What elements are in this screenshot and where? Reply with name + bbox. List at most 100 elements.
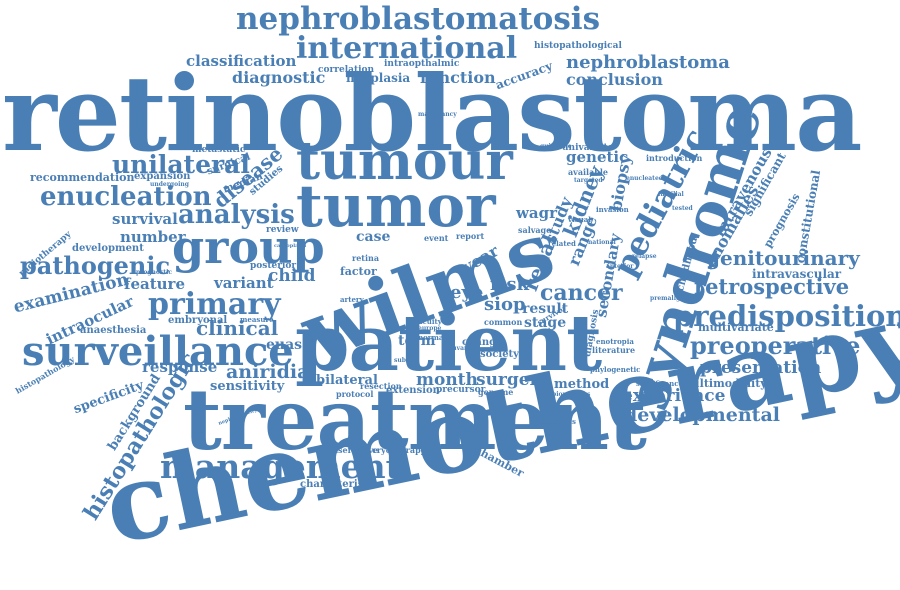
word-salvage: salvage <box>518 225 552 235</box>
word-society: society <box>480 349 519 360</box>
word-multivariate: multivariate <box>698 321 774 334</box>
word-predisposition: predisposition <box>673 299 900 333</box>
word-embryonal: embryonal <box>168 315 228 326</box>
word-extension: extension <box>386 385 440 396</box>
word-experience: experience <box>622 386 726 406</box>
word-wagr: wagr <box>516 204 558 222</box>
word-management: management <box>160 447 401 486</box>
word-sensitivity: sensitivity <box>210 379 285 394</box>
word-anterior: anterior <box>606 263 634 270</box>
word-enotropia: enotropia <box>596 337 634 346</box>
word-feature: feature <box>124 275 185 293</box>
word-conclusion: conclusion <box>566 70 663 89</box>
word-neoplasia: neoplasia <box>346 71 411 85</box>
word-visual: visual <box>568 215 591 224</box>
word-significance: significance <box>636 379 683 388</box>
word-correlation: correlation <box>318 65 375 75</box>
word-method: method <box>554 377 610 392</box>
word-variant: variant <box>214 274 274 292</box>
word-univariate: univariate <box>562 143 614 153</box>
word-conservative: conservative <box>322 445 379 455</box>
word-case: case <box>356 229 391 245</box>
word-clinical: clinical <box>196 316 279 340</box>
word-related: related <box>548 239 576 248</box>
word-result: result <box>522 301 569 317</box>
word-euas: euas <box>266 337 303 353</box>
word-europe: europe <box>418 325 442 332</box>
word-genetic: genetic <box>566 148 629 166</box>
word-undergoing: undergoing <box>150 181 189 188</box>
word-relapse: relapse <box>632 253 657 260</box>
word-group: group <box>172 220 325 274</box>
word-event: event <box>424 233 449 243</box>
word-precursor: precursor <box>436 385 486 395</box>
word-nephroblastomatosis: nephroblastomatosis <box>236 1 601 37</box>
word-bilateral: bilateral <box>316 373 378 388</box>
word-factor: factor <box>340 265 377 278</box>
word-response: response <box>142 358 218 376</box>
word-adjuvant: adjuvant <box>442 345 472 352</box>
word-expansion: expansion <box>134 171 191 182</box>
word-multimodality: multimodality <box>680 377 767 390</box>
word-retrospective: retrospective <box>694 274 850 299</box>
word-acuity: acuity <box>418 317 442 326</box>
word-tested: tested <box>672 205 693 212</box>
word-familial: familial <box>658 191 684 198</box>
word-genome: genome <box>478 387 514 397</box>
word-treatment: treatment <box>183 370 647 469</box>
word-presentation: presentation <box>700 358 822 378</box>
word-phylogenetic: phylogenetic <box>590 365 641 374</box>
word-month: month <box>416 370 478 390</box>
word-analysis: analysis <box>178 200 295 230</box>
word-term: term <box>398 333 436 349</box>
word-pathogenic: pathogenic <box>20 251 171 280</box>
word-genitourinary: genitourinary <box>706 246 860 270</box>
word-nephroblastoma: nephroblastoma <box>566 52 730 73</box>
word-subset: subset <box>394 357 416 364</box>
word-developmental: developmental <box>624 404 780 426</box>
word-tumor: tumor <box>296 172 496 240</box>
word-number: number <box>120 228 186 246</box>
word-prognostic: prognostic <box>136 269 172 276</box>
word-siop: siop <box>484 294 526 315</box>
word-function: function <box>420 68 496 87</box>
word-measure: measure <box>240 315 274 324</box>
word-surgery: surgery <box>476 370 549 390</box>
word-eye: eye <box>450 282 484 303</box>
word-premalignant: premalignant <box>650 295 696 302</box>
word-guideline: guideline <box>540 143 572 150</box>
word-survival: survival <box>112 210 178 228</box>
word-international: international <box>296 31 518 66</box>
word-available: available <box>568 167 608 177</box>
word-cancer: cancer <box>540 280 623 306</box>
word-child: child <box>268 266 316 286</box>
word-targeted: targeted <box>574 177 603 184</box>
word-review: review <box>266 225 299 235</box>
word-intraopthalmic: intraopthalmic <box>384 59 460 69</box>
word-recommendation: recommendation <box>30 171 135 184</box>
word-malignancy: malignancy <box>418 111 457 118</box>
word-stage: stage <box>524 315 567 331</box>
word-artery: artery <box>340 295 364 304</box>
word-literature: literature <box>592 345 636 355</box>
word-normal: normal <box>418 333 447 342</box>
word-enucleated: enucleated <box>626 175 663 182</box>
word-metastasis: metastasis <box>534 417 576 426</box>
word-unilateral: unilateral <box>112 150 250 179</box>
word-anaesthesia: anaesthesia <box>80 325 147 336</box>
word-report: report <box>456 231 485 241</box>
word-retina: retina <box>352 253 380 263</box>
word-intravascular: intravascular <box>752 267 842 281</box>
word-carboplatin: carboplatin <box>274 243 307 249</box>
word-invasion: invasion <box>596 205 629 214</box>
word-classification: classification <box>186 52 297 70</box>
word-primary: primary <box>148 287 281 322</box>
word-characteristic: characteristic <box>300 479 378 490</box>
word-preoperative: preoperative <box>690 331 861 360</box>
word-histopathological: histopathological <box>534 41 622 51</box>
word-biomarkers: biomarkers <box>552 391 591 398</box>
word-patient: patient <box>295 298 602 389</box>
word-change: change <box>462 337 503 348</box>
word-protocol: protocol <box>336 389 374 399</box>
